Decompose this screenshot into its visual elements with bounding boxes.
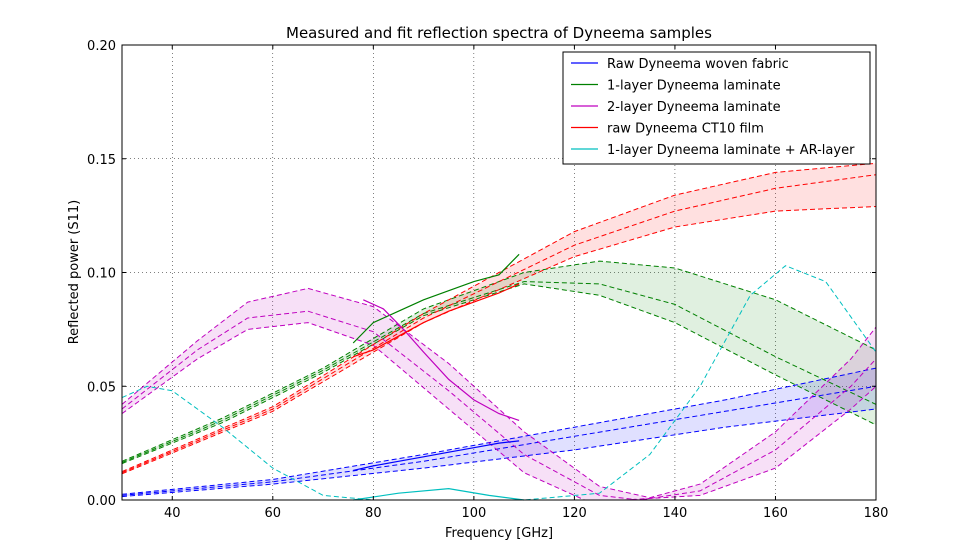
measured-line-series-4	[353, 283, 520, 358]
uncertainty-band-series-2	[122, 261, 876, 464]
x-tick-label: 140	[663, 506, 688, 521]
legend: Raw Dyneema woven fabric 1-layer Dyneema …	[562, 51, 871, 165]
fit-line-series-3	[121, 310, 877, 501]
measured-line-series-5	[353, 487, 525, 501]
y-axis-label: Reflected power (S11)	[67, 200, 82, 345]
fit-line-series-4	[121, 174, 877, 474]
legend-label-1: Raw Dyneema woven fabric	[607, 57, 789, 72]
fit-line-series-5	[121, 265, 877, 501]
legend-label-4: raw Dyneema CT10 film	[607, 122, 764, 137]
x-tick-label: 160	[763, 506, 788, 521]
measured-line-series-3	[363, 299, 520, 421]
y-tick-label: 0.15	[87, 153, 116, 168]
x-tick-label: 180	[864, 506, 889, 521]
fit-line-series-1	[121, 367, 877, 495]
fit-line-series-2	[121, 283, 877, 465]
fit-line-series-1	[121, 385, 877, 496]
x-tick-label: 60	[265, 506, 282, 521]
fit-line-series-3	[121, 322, 877, 501]
fit-line-series-3	[121, 287, 877, 499]
chart-title: Measured and fit reflection spectra of D…	[286, 24, 712, 42]
uncertainty-band-series-4	[122, 163, 876, 474]
y-tick-label: 0.05	[87, 380, 116, 395]
fit-line-series-2	[121, 281, 877, 463]
y-tick-label: 0.00	[87, 494, 116, 509]
fit-line-series-2	[121, 260, 877, 462]
x-tick-label: 80	[365, 506, 382, 521]
measured-line-series-1	[353, 440, 520, 471]
tick-layer: 40 60 80 100 120 140 160 180 0.00 0.05 0.10 0.15 0.2…	[87, 39, 888, 521]
y-tick-label: 0.20	[87, 39, 116, 54]
x-axis-label: Frequency [GHz]	[445, 526, 553, 541]
measured-layer	[352, 253, 525, 501]
fit-line-series-1	[121, 408, 877, 498]
x-tick-label: 120	[562, 506, 587, 521]
band-layer	[122, 163, 876, 500]
legend-box	[562, 51, 871, 165]
y-tick-label: 0.10	[87, 267, 116, 282]
measured-line-series-2	[352, 253, 520, 344]
legend-label-2: 1-layer Dyneema laminate	[607, 79, 781, 94]
x-tick-label: 40	[164, 506, 181, 521]
fit-line-series-4	[121, 162, 877, 473]
x-tick-label: 100	[461, 506, 486, 521]
fit-layer	[121, 162, 877, 501]
legend-label-5: 1-layer Dyneema laminate + AR-layer	[607, 143, 855, 158]
fit-line-series-4	[121, 206, 877, 475]
legend-label-3: 2-layer Dyneema laminate	[607, 100, 781, 115]
